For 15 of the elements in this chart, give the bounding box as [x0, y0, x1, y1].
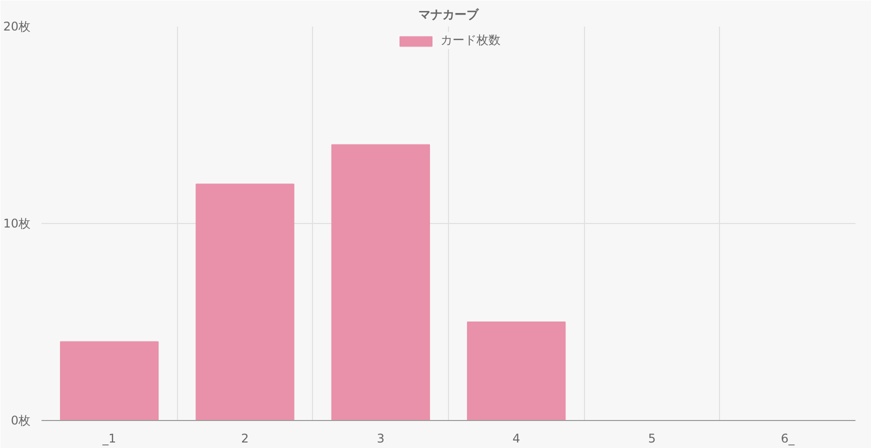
x-tick-label: 5	[648, 432, 656, 446]
y-tick-label: 0枚	[10, 414, 31, 428]
y-tick-label: 20枚	[3, 20, 31, 34]
bar	[466, 322, 566, 420]
legend-label: カード枚数	[440, 32, 500, 49]
bar	[196, 184, 294, 420]
x-tick-label: 3	[376, 432, 384, 446]
x-tick-label: _1	[102, 432, 116, 446]
x-tick-label: 6_	[780, 432, 796, 446]
bar	[331, 144, 430, 420]
y-tick-label: 10枚	[3, 216, 31, 230]
x-tick-label: 2	[241, 432, 249, 446]
x-tick-label: 4	[512, 432, 520, 446]
chart-title: マナカーブ	[418, 8, 480, 22]
bar	[60, 341, 159, 420]
